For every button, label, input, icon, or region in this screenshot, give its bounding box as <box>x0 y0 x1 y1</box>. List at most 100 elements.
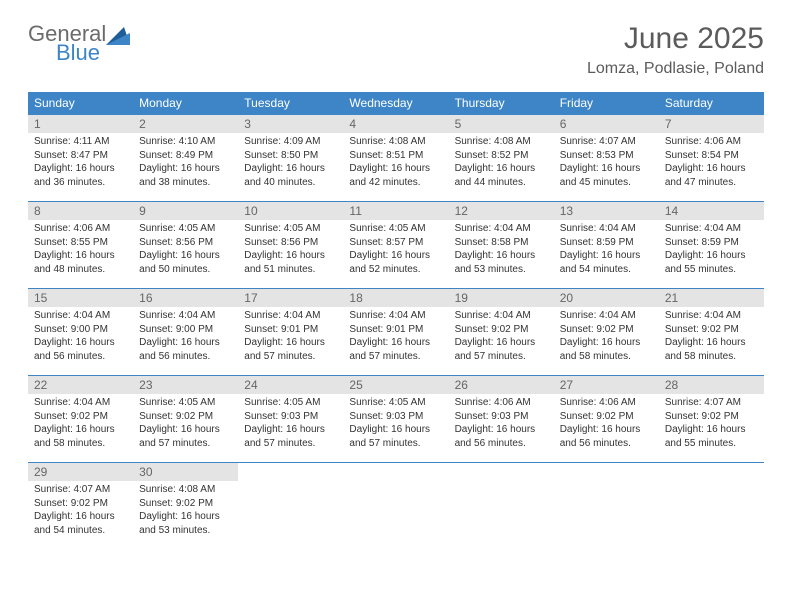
sunrise-line: Sunrise: 4:10 AM <box>139 135 232 149</box>
daylight-line: Daylight: 16 hours and 52 minutes. <box>349 249 442 276</box>
weekday-header: Thursday <box>449 92 554 115</box>
daylight-line: Daylight: 16 hours and 58 minutes. <box>560 336 653 363</box>
day-body: Sunrise: 4:06 AMSunset: 9:03 PMDaylight:… <box>449 394 554 456</box>
sunrise-line: Sunrise: 4:05 AM <box>244 396 337 410</box>
sunset-line: Sunset: 8:58 PM <box>455 236 548 250</box>
sunrise-line: Sunrise: 4:08 AM <box>455 135 548 149</box>
calendar-cell: 22Sunrise: 4:04 AMSunset: 9:02 PMDayligh… <box>28 376 133 463</box>
day-body: Sunrise: 4:05 AMSunset: 8:57 PMDaylight:… <box>343 220 448 282</box>
sunrise-line: Sunrise: 4:04 AM <box>139 309 232 323</box>
brand-triangle-icon <box>106 25 130 45</box>
day-number: 3 <box>238 115 343 133</box>
brand-text: General Blue <box>28 24 130 63</box>
calendar-table: Sunday Monday Tuesday Wednesday Thursday… <box>28 92 764 549</box>
day-number: 24 <box>238 376 343 394</box>
calendar-cell: 24Sunrise: 4:05 AMSunset: 9:03 PMDayligh… <box>238 376 343 463</box>
weekday-header: Sunday <box>28 92 133 115</box>
daylight-line: Daylight: 16 hours and 57 minutes. <box>349 423 442 450</box>
sunrise-line: Sunrise: 4:05 AM <box>349 222 442 236</box>
day-number: 25 <box>343 376 448 394</box>
calendar-cell: 2Sunrise: 4:10 AMSunset: 8:49 PMDaylight… <box>133 115 238 202</box>
day-body: Sunrise: 4:09 AMSunset: 8:50 PMDaylight:… <box>238 133 343 195</box>
title-block: June 2025 Lomza, Podlasie, Poland <box>587 24 764 78</box>
calendar-cell: 25 Sunrise: 4:05 AMSunset: 9:03 PMDayligh… <box>343 376 448 463</box>
sunset-line: Sunset: 8:55 PM <box>34 236 127 250</box>
sunrise-line: Sunrise: 4:08 AM <box>139 483 232 497</box>
weekday-header: Wednesday <box>343 92 448 115</box>
day-body: Sunrise: 4:08 AMSunset: 8:51 PMDaylight:… <box>343 133 448 195</box>
day-number: 8 <box>28 202 133 220</box>
calendar-row: 8Sunrise: 4:06 AMSunset: 8:55 PMDaylight… <box>28 202 764 289</box>
page: General Blue June 2025 Lomza, Podlasie, … <box>0 0 792 573</box>
page-title: June 2025 <box>587 24 764 54</box>
sunrise-line: Sunrise: 4:09 AM <box>244 135 337 149</box>
daylight-line: Daylight: 16 hours and 57 minutes. <box>349 336 442 363</box>
sunset-line: Sunset: 9:02 PM <box>560 410 653 424</box>
day-body: Sunrise: 4:06 AMSunset: 8:55 PMDaylight:… <box>28 220 133 282</box>
sunset-line: Sunset: 9:02 PM <box>665 323 758 337</box>
daylight-line: Daylight: 16 hours and 55 minutes. <box>665 423 758 450</box>
sunset-line: Sunset: 9:02 PM <box>139 410 232 424</box>
calendar-row: 22Sunrise: 4:04 AMSunset: 9:02 PMDayligh… <box>28 376 764 463</box>
daylight-line: Daylight: 16 hours and 55 minutes. <box>665 249 758 276</box>
sunset-line: Sunset: 9:02 PM <box>34 497 127 511</box>
sunrise-line: Sunrise: 4:04 AM <box>349 309 442 323</box>
sunrise-line: Sunrise: 4:07 AM <box>34 483 127 497</box>
calendar-cell <box>238 463 343 550</box>
calendar-cell: 7Sunrise: 4:06 AMSunset: 8:54 PMDaylight… <box>659 115 764 202</box>
sunset-line: Sunset: 9:03 PM <box>455 410 548 424</box>
day-number: 10 <box>238 202 343 220</box>
day-body: Sunrise: 4:05 AMSunset: 8:56 PMDaylight:… <box>238 220 343 282</box>
sunset-line: Sunset: 9:02 PM <box>560 323 653 337</box>
location-text: Lomza, Podlasie, Poland <box>587 60 764 78</box>
day-body: Sunrise: 4:10 AMSunset: 8:49 PMDaylight:… <box>133 133 238 195</box>
sunset-line: Sunset: 8:54 PM <box>665 149 758 163</box>
sunset-line: Sunset: 9:00 PM <box>139 323 232 337</box>
weekday-header: Monday <box>133 92 238 115</box>
sunset-line: Sunset: 8:52 PM <box>455 149 548 163</box>
calendar-cell: 11Sunrise: 4:05 AMSunset: 8:57 PMDayligh… <box>343 202 448 289</box>
day-body: Sunrise: 4:04 AMSunset: 9:00 PMDaylight:… <box>28 307 133 369</box>
weekday-header: Friday <box>554 92 659 115</box>
sunrise-line: Sunrise: 4:08 AM <box>349 135 442 149</box>
day-number: 22 <box>28 376 133 394</box>
calendar-cell: 16Sunrise: 4:04 AMSunset: 9:00 PMDayligh… <box>133 289 238 376</box>
calendar-cell: 18Sunrise: 4:04 AMSunset: 9:01 PMDayligh… <box>343 289 448 376</box>
daylight-line: Daylight: 16 hours and 54 minutes. <box>34 510 127 537</box>
day-body: Sunrise: 4:04 AMSunset: 9:00 PMDaylight:… <box>133 307 238 369</box>
day-body: Sunrise: 4:04 AMSunset: 9:02 PMDaylight:… <box>28 394 133 456</box>
calendar-cell: 14Sunrise: 4:04 AMSunset: 8:59 PMDayligh… <box>659 202 764 289</box>
sunrise-line: Sunrise: 4:05 AM <box>139 396 232 410</box>
calendar-cell: 30Sunrise: 4:08 AMSunset: 9:02 PMDayligh… <box>133 463 238 550</box>
sunrise-line: Sunrise: 4:05 AM <box>349 396 442 410</box>
day-body: Sunrise: 4:06 AMSunset: 8:54 PMDaylight:… <box>659 133 764 195</box>
day-body: Sunrise: 4:04 AMSunset: 9:02 PMDaylight:… <box>554 307 659 369</box>
day-body: Sunrise: 4:04 AMSunset: 9:02 PMDaylight:… <box>449 307 554 369</box>
sunrise-line: Sunrise: 4:04 AM <box>455 222 548 236</box>
sunset-line: Sunset: 9:02 PM <box>455 323 548 337</box>
calendar-cell: 1Sunrise: 4:11 AMSunset: 8:47 PMDaylight… <box>28 115 133 202</box>
day-body: Sunrise: 4:04 AMSunset: 9:01 PMDaylight:… <box>238 307 343 369</box>
day-number: 21 <box>659 289 764 307</box>
day-number: 9 <box>133 202 238 220</box>
day-body: Sunrise: 4:06 AMSunset: 9:02 PMDaylight:… <box>554 394 659 456</box>
day-number: 4 <box>343 115 448 133</box>
calendar-cell: 27Sunrise: 4:06 AMSunset: 9:02 PMDayligh… <box>554 376 659 463</box>
daylight-line: Daylight: 16 hours and 48 minutes. <box>34 249 127 276</box>
daylight-line: Daylight: 16 hours and 57 minutes. <box>244 423 337 450</box>
calendar-cell: 29Sunrise: 4:07 AMSunset: 9:02 PMDayligh… <box>28 463 133 550</box>
calendar-cell: 17Sunrise: 4:04 AMSunset: 9:01 PMDayligh… <box>238 289 343 376</box>
sunrise-line: Sunrise: 4:04 AM <box>665 309 758 323</box>
calendar-cell: 19Sunrise: 4:04 AMSunset: 9:02 PMDayligh… <box>449 289 554 376</box>
calendar-cell: 12Sunrise: 4:04 AMSunset: 8:58 PMDayligh… <box>449 202 554 289</box>
day-body: Sunrise: 4:04 AMSunset: 9:02 PMDaylight:… <box>659 307 764 369</box>
sunrise-line: Sunrise: 4:07 AM <box>560 135 653 149</box>
sunrise-line: Sunrise: 4:07 AM <box>665 396 758 410</box>
sunset-line: Sunset: 9:03 PM <box>349 410 442 424</box>
sunrise-line: Sunrise: 4:06 AM <box>560 396 653 410</box>
sunset-line: Sunset: 8:59 PM <box>560 236 653 250</box>
daylight-line: Daylight: 16 hours and 50 minutes. <box>139 249 232 276</box>
daylight-line: Daylight: 16 hours and 56 minutes. <box>34 336 127 363</box>
brand-line2: Blue <box>56 43 130 63</box>
weekday-header: Saturday <box>659 92 764 115</box>
